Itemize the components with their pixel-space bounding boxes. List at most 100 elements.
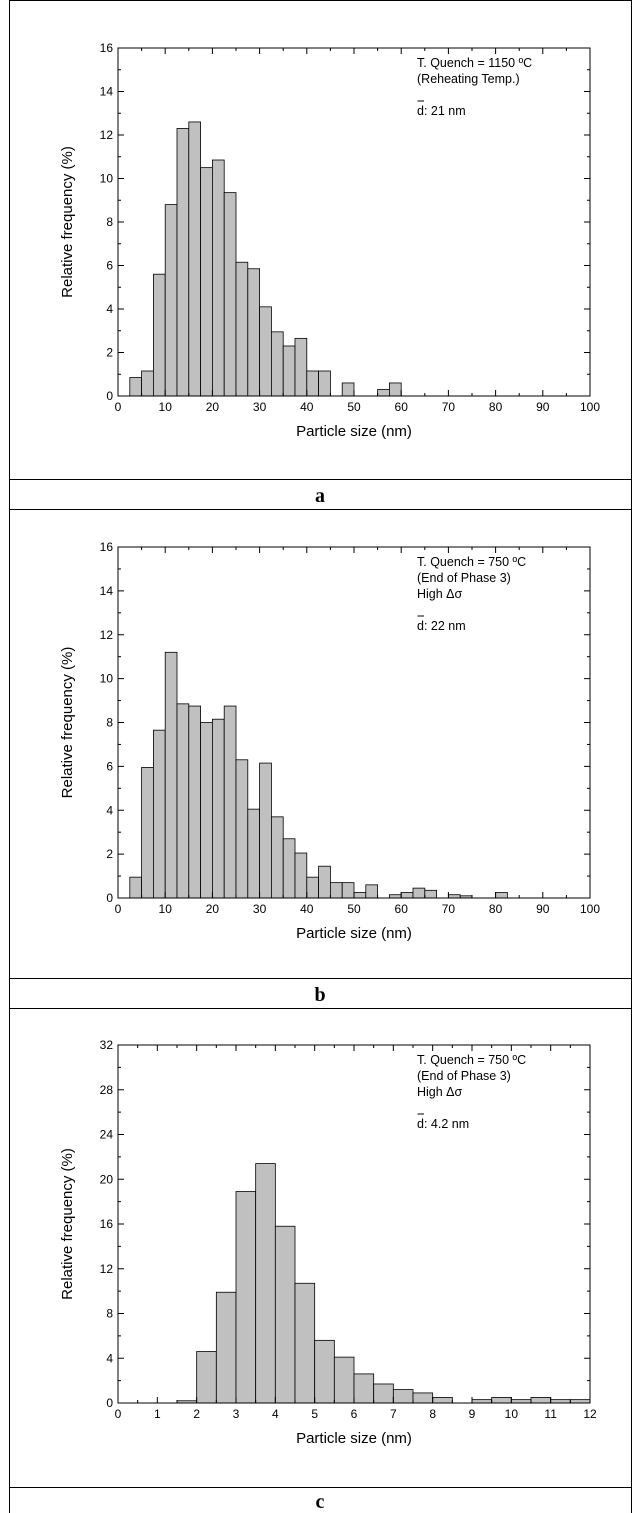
bar	[373, 1383, 394, 1404]
bar	[412, 887, 426, 899]
x-tick-label: 20	[206, 400, 220, 414]
x-tick-label: 80	[489, 400, 503, 414]
x-tick-label: 40	[300, 902, 314, 916]
bar	[211, 718, 225, 899]
y-tick-label: 24	[100, 1128, 114, 1142]
bar	[392, 1389, 414, 1404]
bar	[377, 389, 390, 397]
annotation-line: T. Quench = 750 ºC	[417, 1053, 526, 1067]
y-tick-label: 2	[106, 346, 113, 360]
bar	[432, 1397, 453, 1404]
chart-panel-c: 0 1 2 3 4 5 6 7 8 9 10 11 12048121620242832Particle …	[59, 1038, 597, 1447]
annotation-line: High Δσ	[417, 587, 463, 601]
bar	[129, 876, 143, 899]
bar	[200, 722, 213, 899]
x-tick-label: 5	[311, 1407, 318, 1421]
bar	[314, 1339, 335, 1404]
mean-label: d: 21 nm	[417, 104, 466, 118]
bar	[353, 1373, 375, 1404]
x-tick-label: 6	[351, 1407, 358, 1421]
panel-label-c: c	[316, 1491, 325, 1513]
bar	[412, 1392, 434, 1404]
bar	[152, 273, 166, 397]
x-axis-label: Particle size (nm)	[296, 423, 412, 440]
bar	[550, 1399, 571, 1404]
bar	[141, 767, 154, 899]
bar	[569, 1399, 591, 1404]
bar	[306, 876, 319, 899]
x-tick-label: 70	[442, 400, 456, 414]
x-tick-label: 11	[544, 1407, 557, 1421]
bar	[259, 762, 272, 899]
x-tick-label: 10	[159, 902, 173, 916]
y-tick-label: 16	[100, 540, 114, 554]
bar	[200, 167, 213, 397]
y-tick-label: 12	[100, 128, 114, 142]
y-tick-label: 8	[106, 1307, 113, 1321]
bar	[365, 884, 378, 899]
y-axis-label: Relative frequency (%)	[59, 647, 76, 799]
x-axis-label: Particle size (nm)	[296, 1430, 412, 1447]
bar	[176, 128, 190, 397]
x-tick-label: 90	[536, 902, 550, 916]
annotation-line: (End of Phase 3)	[417, 1069, 511, 1083]
y-tick-label: 2	[106, 847, 113, 861]
annotation-line: (Reheating Temp.)	[417, 72, 520, 86]
mean-label: d: 22 nm	[417, 619, 466, 633]
x-tick-label: 10	[505, 1407, 519, 1421]
bar	[530, 1397, 552, 1404]
y-tick-label: 10	[100, 172, 114, 186]
x-tick-label: 60	[395, 902, 409, 916]
panel-label-b: b	[314, 984, 325, 1006]
bar	[188, 705, 202, 899]
y-tick-label: 8	[106, 215, 113, 229]
x-tick-label: 80	[489, 902, 503, 916]
y-tick-label: 32	[100, 1038, 114, 1052]
panel-label-a: a	[315, 485, 325, 507]
x-tick-label: 7	[390, 1407, 397, 1421]
bar	[188, 121, 202, 397]
y-tick-label: 4	[106, 803, 113, 817]
bar	[353, 892, 367, 899]
bar	[211, 159, 225, 397]
y-tick-label: 0	[106, 891, 113, 905]
y-tick-label: 0	[106, 1396, 113, 1410]
bar	[341, 882, 355, 899]
bar	[164, 204, 178, 397]
y-axis-label: Relative frequency (%)	[59, 146, 76, 298]
x-tick-label: 90	[536, 400, 550, 414]
bar	[491, 1397, 512, 1404]
x-tick-label: 100	[580, 902, 600, 916]
bar	[510, 1399, 532, 1404]
chart-panel-b: 0 10 20 30 40 50 60 70 80 90 100 0 2 4 6 8 10 12 14 16 Parti…	[59, 540, 600, 942]
bar	[215, 1291, 237, 1404]
bar	[495, 892, 508, 899]
x-tick-label: 20	[206, 902, 220, 916]
bar	[294, 1282, 316, 1404]
bar	[141, 370, 154, 397]
y-tick-label: 4	[106, 1351, 113, 1365]
y-tick-label: 0	[106, 389, 113, 403]
annotation-line: High Δσ	[417, 1085, 463, 1099]
y-tick-label: 16	[100, 1217, 114, 1231]
bar	[274, 1225, 296, 1404]
x-tick-label: 8	[429, 1407, 436, 1421]
chart-panel-a: 0 10 20 30 40 50 60 70 80 90 100 0 2 4 6 8 10 12 14 16 Parti…	[59, 41, 600, 440]
x-tick-label: 0	[115, 902, 122, 916]
bar	[235, 261, 249, 397]
x-tick-label: 50	[347, 400, 361, 414]
y-tick-label: 4	[106, 302, 113, 316]
y-tick-label: 28	[100, 1083, 114, 1097]
bar	[223, 705, 237, 899]
x-tick-label: 30	[253, 902, 267, 916]
bar	[318, 865, 331, 899]
bar	[294, 852, 308, 899]
bar	[164, 651, 178, 899]
bar	[223, 192, 237, 397]
bar	[247, 268, 261, 397]
x-tick-label: 30	[253, 400, 267, 414]
annotation-line: T. Quench = 1150 ºC	[417, 56, 532, 70]
bar	[306, 370, 319, 397]
y-tick-label: 12	[100, 1262, 114, 1276]
y-tick-label: 6	[106, 759, 113, 773]
